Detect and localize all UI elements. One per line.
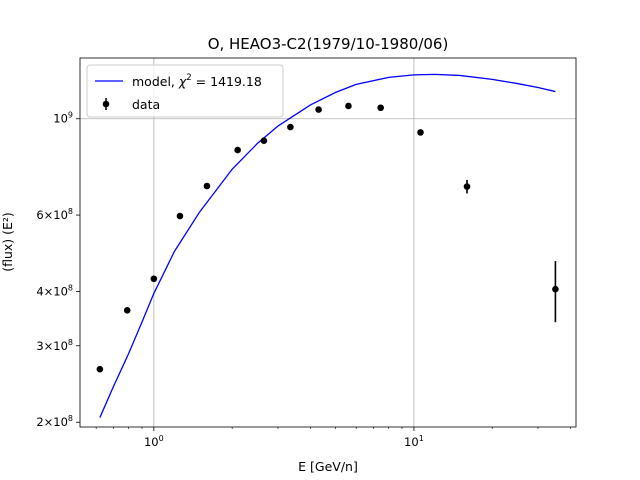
legend-box: [86, 64, 284, 118]
grid-lines: [80, 58, 576, 427]
data-point-11: [417, 129, 424, 136]
legend-model-label: model, χ2 = 1419.18: [132, 73, 262, 89]
data-point-2: [150, 275, 158, 283]
data-point-0: [96, 365, 104, 373]
y-tick-label-4: 2×108: [36, 414, 73, 429]
legend: model, χ2 = 1419.18 data: [86, 64, 284, 118]
axis-ticks: 100 101 109 6×108 4×108 3×108 2×108: [36, 111, 571, 449]
data-point-7: [287, 123, 294, 131]
legend-model-chi: χ: [178, 74, 187, 89]
legend-data-marker-swatch: [102, 100, 110, 108]
legend-model-sup: 2: [186, 73, 191, 83]
model-line: [99, 73, 556, 418]
x-tick-label-0: 100: [144, 434, 164, 449]
x-axis-label: E [GeV/n]: [298, 459, 358, 474]
plot-series: [96, 73, 559, 418]
data-point-6: [260, 137, 268, 145]
data-point-4: [203, 182, 211, 190]
data-point-5: [234, 146, 241, 154]
y-axis-label: (flux) (E²): [0, 212, 15, 272]
data-point-1: [123, 307, 131, 314]
data-point-3: [176, 212, 184, 220]
y-tick-label-3: 3×108: [36, 338, 73, 353]
legend-model-prefix: model,: [132, 74, 179, 89]
data-point-9: [345, 102, 352, 110]
data-point-13: [552, 285, 559, 293]
legend-model-suffix: = 1419.18: [192, 74, 262, 89]
plot-frame: [79, 57, 577, 428]
data-point-10: [377, 104, 384, 112]
data-point-12: [463, 183, 471, 190]
y-tick-label-1: 6×108: [36, 207, 73, 222]
y-tick-label-0: 109: [53, 111, 73, 126]
x-tick-label-1: 101: [404, 434, 424, 449]
y-tick-label-2: 4×108: [36, 284, 73, 299]
chart-title: O, HEAO3-C2(1979/10-1980/06): [208, 35, 449, 53]
legend-data-label: data: [132, 97, 160, 112]
data-point-8: [315, 106, 322, 113]
